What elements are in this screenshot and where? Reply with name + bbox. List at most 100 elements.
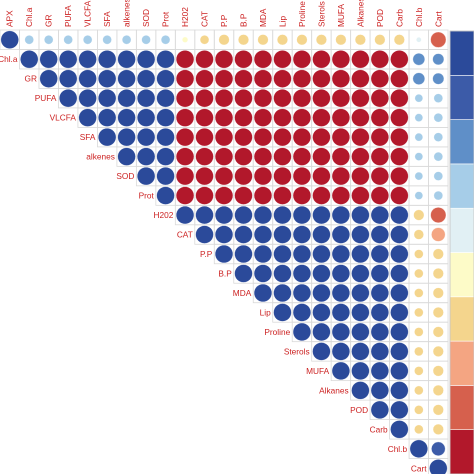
corr-circle-SFA-Carb [390,128,409,147]
corr-circle-VLCFA-P.P [214,108,234,127]
corr-circle-GR-SFA [98,69,117,88]
corr-circle-Prot-CAT [195,186,214,205]
corr-circle-H202-Sterols [312,206,331,225]
corr-circle-alkenes-Lip [273,147,292,166]
corr-circle-VLCFA-Proline [292,108,311,127]
corr-circle-VLCFA-Carb [390,108,409,127]
row-label: P.P [200,249,213,259]
corr-circle-APX-H202 [182,36,189,43]
corr-circle-Lip-Alkanes [351,303,370,322]
corr-circle-PUFA-SFA [98,89,117,108]
corr-circle-APX-CAT [199,35,210,45]
corr-circle-Prot-MUFA [331,186,350,205]
corr-circle-VLCFA-MDA [253,108,273,127]
corr-circle-APX-Carb [393,34,405,46]
column-label: SOD [141,9,151,27]
corr-circle-Chl.a-Alkanes [351,50,370,69]
corr-circle-APX-Chl.b [416,37,422,43]
column-label: Chl.b [414,7,424,27]
row-label: Cart [411,463,427,473]
corr-circle-Chl.b-Cart [431,441,446,456]
corr-circle-MUFA-Carb [390,361,409,380]
corr-circle-VLCFA-Sterols [312,108,331,127]
corr-circle-H202-Carb [390,206,409,225]
color-legend-step [449,429,474,474]
corr-circle-POD-Chl.b [414,405,424,415]
corr-circle-VLCFA-MUFA [331,108,350,127]
corr-circle-H202-B.P [234,206,253,225]
corr-circle-Lip-Chl.b [414,307,424,318]
row-label: GR [25,74,37,84]
corr-circle-APX-VLCFA [83,35,93,45]
corr-circle-H202-Lip [273,206,292,225]
corr-circle-alkenes-B.P [234,147,253,166]
corr-circle-APX-MDA [257,34,269,46]
corr-circle-PUFA-SOD [137,89,156,108]
row-label: Carb [370,424,388,434]
corr-circle-P.P-P.P [214,244,234,264]
corr-circle-alkenes-Alkanes [351,147,370,166]
corr-circle-B.P-Chl.b [414,268,424,279]
corr-circle-Chl.a-Cart [432,53,445,65]
corr-circle-Lip-Carb [390,303,409,322]
corr-circle-Chl.a-Proline [292,50,311,69]
color-legend-frame [449,30,474,474]
corr-circle-GR-alkenes [117,69,136,88]
corr-circle-Chl.a-PUFA [59,50,78,69]
color-legend-step [449,207,474,253]
corr-circle-alkenes-alkenes [117,147,136,166]
corr-circle-VLCFA-CAT [195,108,214,127]
column-label: VLCFA [83,0,93,27]
corr-circle-H202-P.P [214,206,234,225]
column-label: MUFA [336,3,346,27]
corr-circle-PUFA-Cart [433,93,443,103]
row-label: Alkanes [319,385,349,395]
corr-circle-B.P-Carb [390,264,409,283]
corr-circle-alkenes-POD [370,147,389,166]
corr-circle-Sterols-MUFA [331,342,350,361]
corr-circle-MUFA-MUFA [331,361,350,380]
column-label: APX [5,10,15,27]
corr-circle-SFA-Sterols [312,128,331,147]
corr-circle-Chl.a-Chl.b [412,53,425,66]
corr-circle-SFA-SFA [98,128,117,147]
corr-circle-Chl.a-Prot [156,50,175,69]
corr-circle-Proline-Chl.b [414,327,424,337]
corr-circle-Lip-Lip [273,303,292,322]
corr-circle-SOD-B.P [234,167,253,186]
corr-circle-CAT-MUFA [331,225,350,244]
corr-circle-GR-POD [370,69,389,88]
corr-circle-Chl.a-B.P [234,50,253,69]
corr-circle-APX-PUFA [63,35,73,45]
corr-circle-Sterols-Chl.b [414,346,424,357]
corr-circle-SFA-CAT [195,128,214,147]
grid-cell [428,458,449,474]
corr-circle-SOD-CAT [195,167,214,186]
corr-circle-H202-CAT [195,206,214,225]
corr-circle-P.P-Chl.b [414,249,424,259]
corr-circle-Sterols-Alkanes [351,342,370,361]
corr-circle-alkenes-Sterols [312,147,331,166]
corr-circle-MDA-MUFA [331,283,350,303]
corr-circle-alkenes-Chl.b [414,152,423,161]
corr-circle-SFA-alkenes [117,128,136,147]
row-label: MDA [233,288,252,298]
corr-circle-SOD-SOD [137,167,156,186]
corr-circle-B.P-Proline [292,264,311,283]
corr-circle-Lip-POD [370,303,389,322]
corr-circle-Prot-MDA [253,186,273,205]
corr-circle-Carb-Chl.b [414,424,424,434]
row-label: Prot [139,191,155,201]
corr-circle-APX-SOD [141,35,151,45]
row-label: MUFA [306,366,330,376]
corr-circle-APX-SFA [102,35,112,45]
corr-circle-APX-Prot [160,35,171,45]
corr-circle-H202-POD [370,206,389,225]
corr-circle-VLCFA-B.P [234,108,253,127]
corr-circle-Chl.a-SOD [137,50,156,69]
corr-circle-Prot-Chl.b [414,191,423,200]
row-label: Chl.a [0,54,18,64]
corr-circle-Prot-Proline [292,186,311,205]
corr-circle-PUFA-Carb [390,89,409,108]
corr-circle-SOD-Alkanes [351,167,370,186]
